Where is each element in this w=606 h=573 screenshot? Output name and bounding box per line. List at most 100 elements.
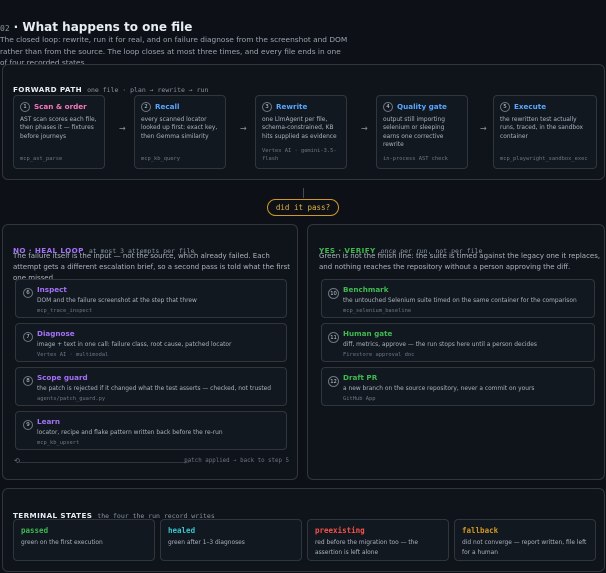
step-description: the untouched Selenium suite timed on th…: [343, 298, 577, 304]
step-name: Draft PR: [343, 373, 378, 382]
step-description: the rewritten test actually runs, traced…: [500, 117, 583, 140]
intro-text: The closed loop: rewrite, run it for rea…: [0, 35, 348, 67]
step-scan-order: 1 Scan & order AST scan scores each file,…: [13, 95, 105, 169]
state-healed: healed green after 1–3 diagnoses: [160, 519, 302, 561]
step-tool: mcp_kb_upsert: [37, 440, 80, 446]
terminal-states-title: TERMINAL STATES: [13, 511, 93, 520]
step-draft-pr: 12 Draft PR a new branch on the source r…: [321, 367, 595, 406]
step-description: image + text in one call: failure class,…: [37, 342, 232, 348]
step-learn: 9 Learn locator, recipe and flake patter…: [15, 411, 287, 450]
terminal-states-panel: TERMINAL STATES the four the run record w…: [2, 488, 605, 572]
step-number-badge: 10: [328, 288, 339, 299]
state-name: healed: [168, 526, 196, 535]
step-description: the patch is rejected if it changed what…: [37, 386, 272, 392]
step-tool: mcp_playwright_sandbox_exec: [500, 155, 588, 162]
step-name: Inspect: [37, 285, 67, 294]
step-description: AST scan scores each file, then phases i…: [20, 117, 97, 140]
terminal-states-heading: TERMINAL STATES the four the run record w…: [13, 503, 215, 522]
step-benchmark: 10 Benchmark the untouched Selenium suit…: [321, 279, 595, 318]
terminal-states-subtitle: the four the run record writes: [97, 512, 215, 520]
step-name: Scope guard: [37, 373, 88, 382]
step-tool: mcp_trace_inspect: [37, 308, 93, 314]
step-description: one LlmAgent per file, schema-constraine…: [262, 117, 337, 140]
loop-back-note: patch applied → back to step 5: [184, 458, 289, 464]
step-number-badge: 1: [20, 101, 30, 112]
step-tool: Vertex AI · gemini-3.5-flash: [262, 148, 337, 162]
step-name: Benchmark: [343, 285, 389, 294]
loop-back-icon: ⟲: [14, 457, 20, 465]
step-tool: mcp_kb_query: [141, 155, 180, 162]
step-name: Human gate: [343, 329, 393, 338]
state-name: passed: [21, 526, 49, 535]
connector-line: [303, 188, 304, 198]
heal-loop-panel: NO · HEAL LOOP at most 3 attempts per fil…: [2, 224, 298, 480]
state-description: did not converge — report written, file …: [462, 540, 587, 556]
arrow-right-icon: →: [361, 124, 368, 133]
step-number-badge: 2: [141, 101, 151, 112]
state-passed: passed green on the first execution: [13, 519, 155, 561]
step-human-gate: 11 Human gate diff, metrics, approve — t…: [321, 323, 595, 362]
verify-panel: YES · VERIFY once per run, not per file G…: [307, 224, 605, 480]
verify-text: Green is not the finish line: the suite …: [319, 252, 601, 271]
step-description: every scanned locator looked up first: e…: [141, 117, 218, 140]
state-description: green on the first execution: [21, 540, 103, 546]
step-tool: agents/patch_guard.py: [37, 396, 106, 402]
heal-loop-text: The failure itself is the input — not th…: [13, 252, 290, 282]
section-header: 02 · What happens to one file: [0, 16, 606, 35]
step-tool: in-process AST check: [383, 155, 448, 162]
section-title: · What happens to one file: [13, 20, 193, 34]
section-number: 02: [0, 24, 10, 33]
verify-subtitle: once per run, not per file: [380, 247, 483, 255]
heal-loop-subtitle: at most 3 attempts per file: [88, 247, 195, 255]
state-name: preexisting: [315, 526, 365, 535]
step-number-badge: 12: [328, 376, 339, 387]
step-number-badge: 7: [23, 332, 33, 342]
arrow-right-icon: →: [119, 124, 126, 133]
step-name: Execute: [514, 102, 547, 111]
forward-path-subtitle: one file · plan → rewrite → run: [87, 86, 209, 94]
step-tool: mcp_ast_parse: [20, 155, 63, 162]
verify-title: YES · VERIFY: [319, 246, 376, 255]
decision-pill: did it pass?: [267, 199, 339, 216]
arrow-right-icon: →: [480, 124, 487, 133]
step-diagnose: 7 Diagnose image + text in one call: fai…: [15, 323, 287, 362]
step-number-badge: 11: [328, 332, 339, 343]
step-name: Quality gate: [397, 102, 447, 111]
step-rewrite: 3 Rewrite one LlmAgent per file, schema-c…: [255, 95, 347, 169]
forward-path-title: FORWARD PATH: [13, 85, 83, 94]
verify-heading: YES · VERIFY once per run, not per file: [319, 238, 482, 257]
step-number-badge: 3: [262, 101, 272, 112]
step-recall: 2 Recall every scanned locator looked up …: [134, 95, 226, 169]
step-description: diff, metrics, approve — the run stops h…: [343, 342, 537, 348]
heal-loop-title: NO · HEAL LOOP: [13, 246, 84, 255]
step-description: output still importing selenium or sleep…: [383, 117, 446, 149]
step-name: Rewrite: [276, 102, 308, 111]
step-name: Learn: [37, 417, 60, 426]
step-execute: 5 Execute the rewritten test actually run…: [493, 95, 597, 169]
heal-loop-heading: NO · HEAL LOOP at most 3 attempts per fil…: [13, 238, 195, 257]
step-inspect: 6 Inspect DOM and the failure screenshot…: [15, 279, 287, 318]
forward-path-heading: FORWARD PATH one file · plan → rewrite → …: [13, 77, 208, 96]
step-number-badge: 5: [500, 101, 510, 112]
step-number-badge: 8: [23, 376, 33, 386]
state-description: green after 1–3 diagnoses: [168, 540, 245, 546]
step-tool: Firestore approval doc: [343, 352, 415, 358]
step-scope-guard: 8 Scope guard the patch is rejected if i…: [15, 367, 287, 406]
step-description: DOM and the failure screenshot at the st…: [37, 298, 197, 304]
step-number-badge: 6: [23, 288, 33, 298]
forward-path-panel: FORWARD PATH one file · plan → rewrite → …: [2, 64, 605, 180]
step-description: locator, recipe and flake pattern writte…: [37, 430, 223, 436]
state-description: red before the migration too — the asser…: [315, 540, 419, 556]
step-quality-gate: 4 Quality gate output still importing sel…: [376, 95, 468, 169]
loop-back-line: [19, 462, 189, 463]
arrow-right-icon: →: [240, 124, 247, 133]
step-name: Scan & order: [34, 102, 87, 111]
step-name: Diagnose: [37, 329, 75, 338]
state-preexisting: preexisting red before the migration too…: [307, 519, 449, 561]
step-description: a new branch on the source repository, n…: [343, 386, 535, 392]
loop-back-indicator: ⟲ patch applied → back to step 5: [13, 457, 289, 467]
step-tool: GitHub App: [343, 396, 376, 402]
step-name: Recall: [155, 102, 180, 111]
state-name: fallback: [462, 526, 499, 535]
step-number-badge: 9: [23, 420, 33, 430]
